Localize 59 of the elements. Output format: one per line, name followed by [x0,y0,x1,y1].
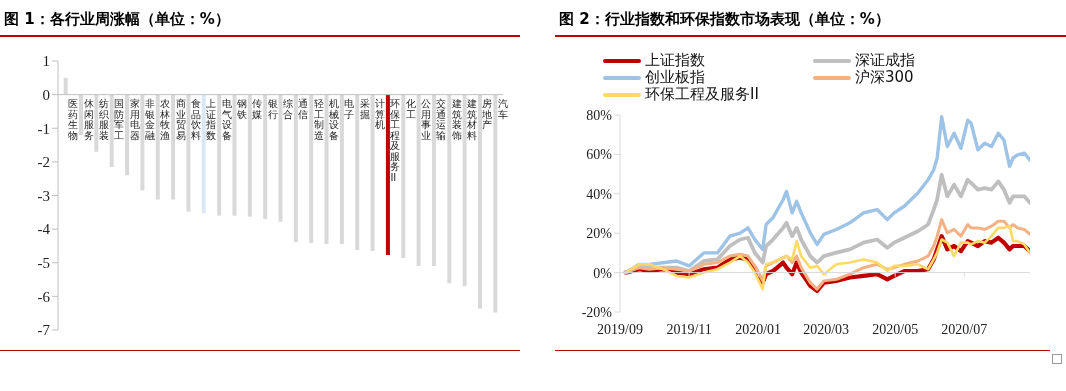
x-tick-label: 上证指数 [205,98,217,141]
y-tick-label: -6 [37,288,51,305]
x-tick-label: 汽车 [497,98,508,120]
x-tick-label: 2020/07 [941,322,988,337]
y-tick-label: -20% [581,304,613,320]
x-tick-label: 轻工制造 [313,98,324,141]
y-tick-label: -4 [37,221,51,238]
x-tick-label: 环保工程及服务II [390,98,401,183]
y-tick-label: -3 [37,187,50,204]
x-tick-label: 电子 [344,98,355,120]
x-tick-label: 计算机 [375,98,386,131]
legend-label: 环保工程及服务II [645,85,759,104]
x-tick-label: 房地产 [481,98,493,131]
x-tick-label: 2020/01 [735,322,782,337]
line-series [623,172,1030,275]
x-tick-label: 商业贸易 [175,98,186,141]
x-tick-label: 医药生物 [68,98,79,141]
chart-title: 图 2：行业指数和环保指数市场表现（单位：%） [555,0,1066,37]
x-tick-label: 2020/03 [803,322,850,337]
line-series [623,115,1030,275]
chart-title: 图 1：各行业周涨幅（单位：%） [0,0,520,37]
x-tick-label: 银行 [266,98,278,120]
legend-label: 沪深300 [855,68,914,87]
x-tick-label: 纺织服装 [98,98,109,141]
x-tick-label: 农林牧渔 [159,98,171,141]
y-tick-label: 0 [42,86,50,103]
y-tick-label: 60% [586,147,613,163]
x-tick-label: 通信 [298,98,309,120]
legend-label: 创业板指 [645,68,705,87]
x-tick-label: 综合 [283,98,293,120]
y-tick-label: 1 [42,53,50,70]
x-tick-label: 2020/05 [872,322,919,337]
legend-label: 上证指数 [645,51,705,69]
x-tick-label: 建筑材料 [466,98,478,141]
x-tick-label: 2019/11 [666,322,712,337]
x-tick-label: 国防军工 [114,98,125,141]
y-tick-label: 80% [586,107,613,123]
x-tick-label: 非银金融 [143,98,155,141]
y-tick-label: 0% [593,265,613,281]
y-tick-label: -2 [37,154,50,171]
x-tick-label: 电气设备 [221,98,232,141]
x-tick-label: 钢铁 [235,98,247,120]
y-tick-label: -7 [37,322,51,339]
x-tick-label: 公用事业 [421,98,432,141]
x-tick-label: 家用电器 [129,98,140,141]
x-tick-label: 机械设备 [329,98,340,141]
y-tick-label: -5 [37,255,50,272]
x-tick-label: 休闲服务 [83,98,94,141]
x-tick-label: 传媒 [252,98,263,120]
y-tick-label: -1 [37,120,50,137]
y-tick-label: 40% [586,186,613,202]
legend-label: 深证成指 [855,51,915,69]
x-tick-label: 交通运输 [436,98,447,141]
x-tick-label: 化工 [405,98,416,120]
x-tick-label: 食品饮料 [189,98,201,141]
x-tick-label: 采掘 [359,98,370,120]
x-tick-label: 2019/09 [597,322,643,337]
y-tick-label: 20% [586,226,613,242]
x-tick-label: 建筑装饰 [450,98,462,141]
